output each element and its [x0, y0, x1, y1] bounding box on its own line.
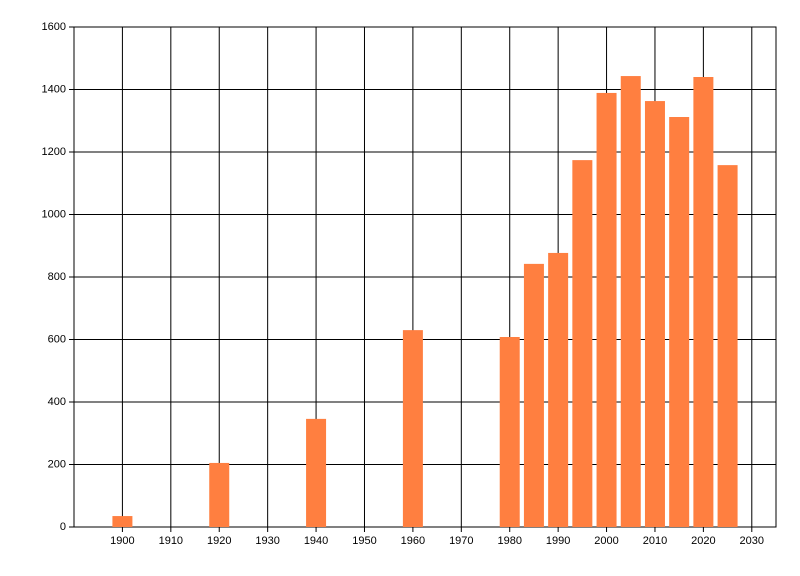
bar — [620, 76, 641, 527]
x-tick-label: 2010 — [643, 535, 667, 547]
bar — [669, 117, 690, 527]
bar — [523, 263, 544, 527]
y-tick-label: 800 — [48, 271, 66, 283]
x-tick-label: 1960 — [401, 535, 425, 547]
x-tick-label: 2020 — [691, 535, 715, 547]
bar — [644, 101, 665, 527]
bar — [596, 92, 617, 527]
bar — [693, 77, 714, 527]
x-tick-label: 1930 — [255, 535, 279, 547]
y-tick-label: 200 — [48, 458, 66, 470]
bar — [548, 252, 569, 527]
y-tick-label: 1400 — [42, 83, 66, 95]
x-tick-label: 1900 — [110, 535, 134, 547]
y-tick-label: 1200 — [42, 146, 66, 158]
bar — [499, 337, 520, 527]
x-tick-label: 1950 — [352, 535, 376, 547]
bar — [306, 418, 327, 527]
bar — [717, 165, 738, 527]
x-tick-label: 1980 — [497, 535, 521, 547]
bar — [209, 462, 230, 527]
y-tick-label: 400 — [48, 396, 66, 408]
bar — [402, 330, 423, 527]
x-tick-label: 1910 — [159, 535, 183, 547]
x-tick-label: 1940 — [304, 535, 328, 547]
y-tick-label: 0 — [60, 521, 66, 533]
bar — [112, 516, 133, 527]
x-tick-label: 1920 — [207, 535, 231, 547]
x-tick-label: 1990 — [546, 535, 570, 547]
x-tick-label: 1970 — [449, 535, 473, 547]
bar — [572, 160, 593, 527]
y-tick-label: 600 — [48, 333, 66, 345]
x-tick-label: 2030 — [740, 535, 764, 547]
y-tick-label: 1000 — [42, 208, 66, 220]
y-tick-label: 1600 — [42, 21, 66, 33]
x-tick-label: 2000 — [594, 535, 618, 547]
